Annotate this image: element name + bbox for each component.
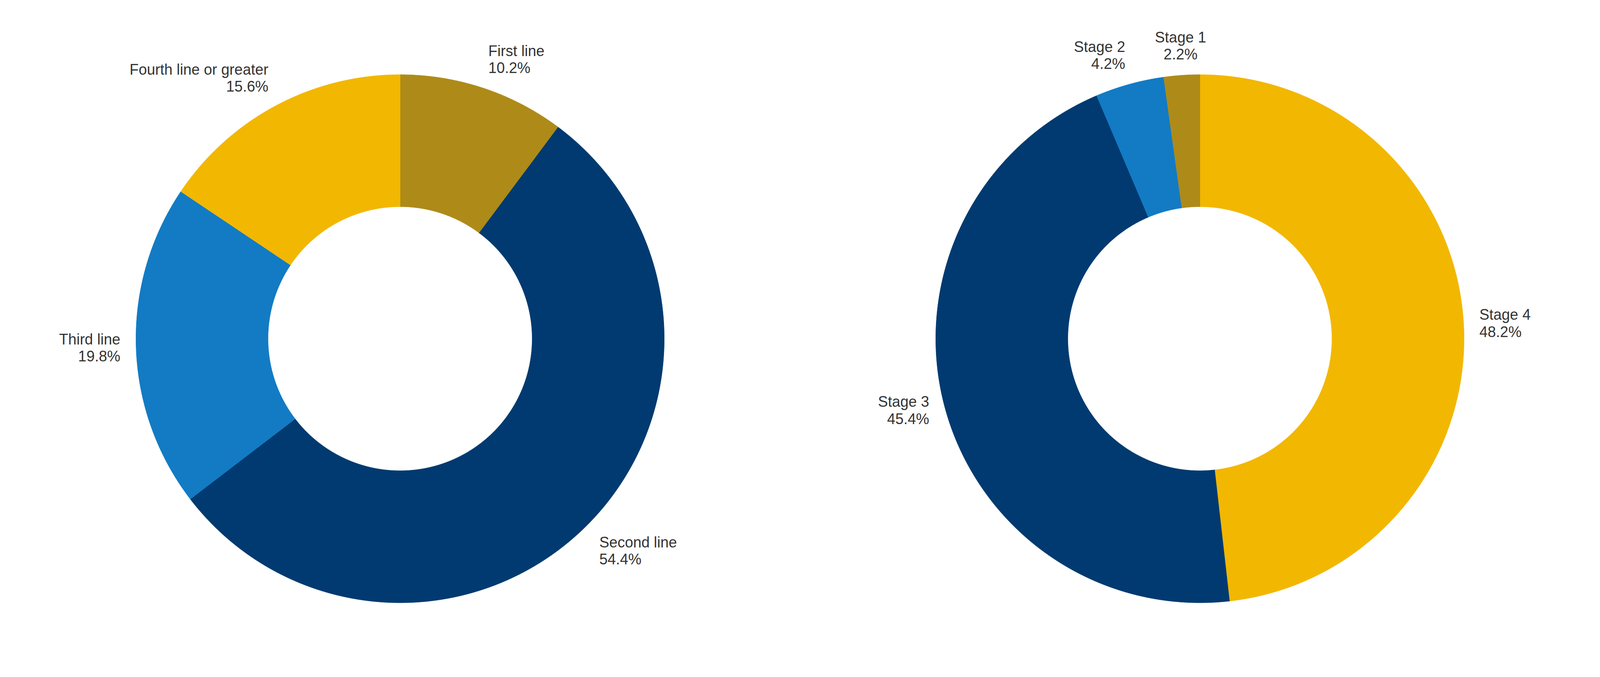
svg-text:Fourth line or greater15.6%: Fourth line or greater15.6% (129, 61, 269, 95)
svg-text:First line10.2%: First line10.2% (488, 42, 545, 77)
svg-text:Second line54.4%: Second line54.4% (599, 534, 677, 568)
svg-text:Stage 345.4%: Stage 345.4% (877, 393, 929, 428)
svg-text:Third line19.8%: Third line19.8% (59, 330, 121, 365)
svg-text:Stage 24.2%: Stage 24.2% (1073, 38, 1125, 73)
svg-text:Stage 12.2%: Stage 12.2% (1155, 28, 1207, 63)
svg-text:Stage 448.2%: Stage 448.2% (1479, 306, 1531, 341)
